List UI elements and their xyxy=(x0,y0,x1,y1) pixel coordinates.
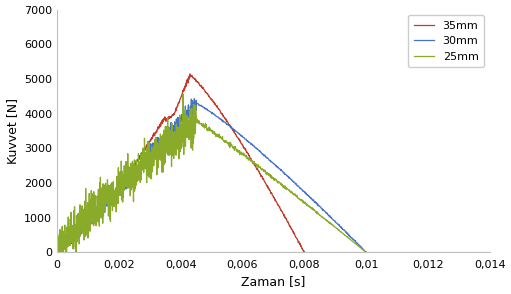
Line: 35mm: 35mm xyxy=(57,74,304,252)
X-axis label: Zaman [s]: Zaman [s] xyxy=(241,275,306,288)
35mm xyxy=(187,72,193,76)
30mm xyxy=(92,214,98,217)
25mm xyxy=(215,133,221,136)
35mm xyxy=(73,237,79,241)
Line: 30mm: 30mm xyxy=(57,99,366,252)
35mm xyxy=(215,107,221,111)
25mm xyxy=(110,194,116,198)
30mm xyxy=(363,250,369,253)
35mm xyxy=(279,210,285,213)
35mm xyxy=(55,250,61,254)
30mm xyxy=(54,250,60,253)
25mm xyxy=(54,250,60,254)
35mm xyxy=(183,81,190,84)
Line: 25mm: 25mm xyxy=(57,94,366,252)
30mm xyxy=(310,198,316,202)
25mm xyxy=(167,129,173,133)
Y-axis label: Kuvvet [N]: Kuvvet [N] xyxy=(6,98,18,164)
30mm xyxy=(144,161,150,164)
30mm xyxy=(191,97,197,101)
30mm xyxy=(256,148,262,152)
25mm xyxy=(171,131,177,134)
25mm xyxy=(266,173,272,177)
25mm xyxy=(168,147,174,151)
Legend: 35mm, 30mm, 25mm: 35mm, 30mm, 25mm xyxy=(408,15,484,67)
35mm xyxy=(245,152,251,156)
25mm xyxy=(363,250,369,254)
30mm xyxy=(230,128,237,131)
30mm xyxy=(55,250,61,254)
30mm xyxy=(181,115,187,118)
25mm xyxy=(180,93,186,96)
35mm xyxy=(54,249,60,253)
35mm xyxy=(301,250,307,254)
35mm xyxy=(272,199,278,202)
